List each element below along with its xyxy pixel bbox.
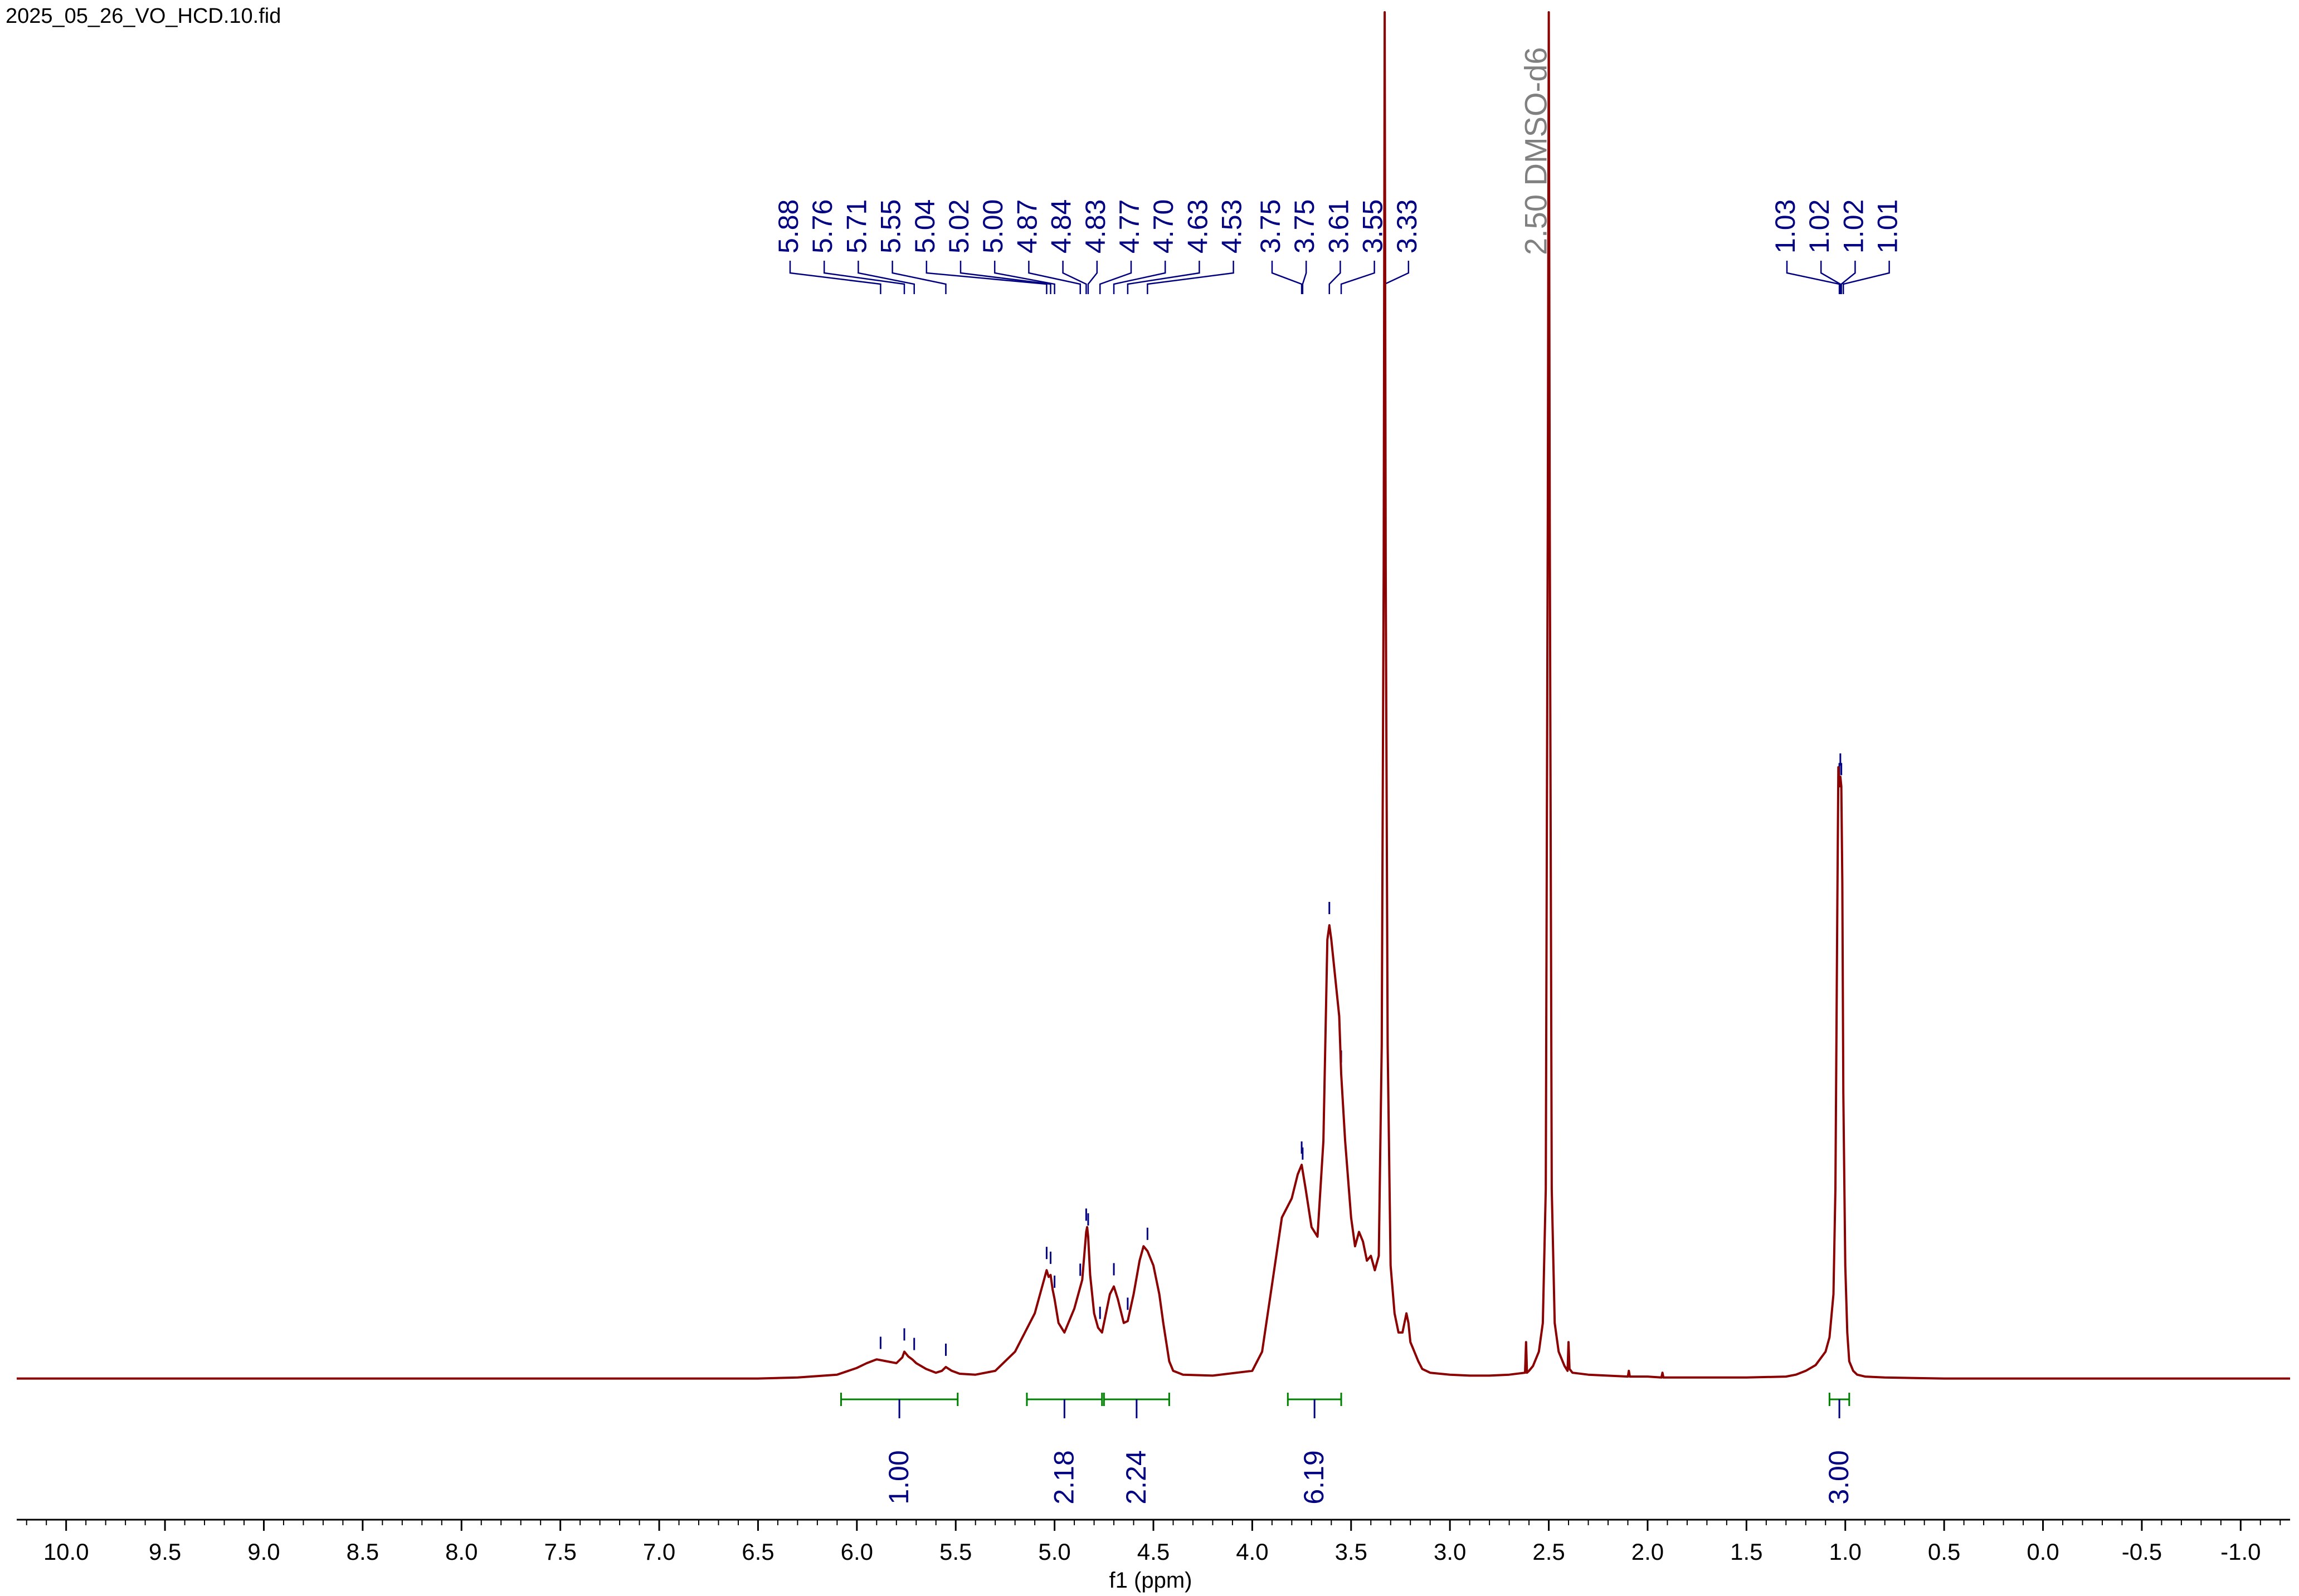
peak-connector bbox=[1113, 261, 1166, 294]
peak-label: 3.75 bbox=[1255, 199, 1286, 253]
x-axis: 10.0 9.5 9.0 8.5 8.0 7.5 7.0 6.5 6.0 5.5 5.0 4.5 4.0… bbox=[17, 1519, 2290, 1565]
peak-connector bbox=[1127, 261, 1200, 294]
x-tick-label: -1.0 bbox=[2220, 1539, 2261, 1565]
x-tick-label: 8.0 bbox=[445, 1539, 478, 1565]
x-axis-label: f1 (ppm) bbox=[1109, 1568, 1192, 1593]
peak-connector bbox=[1302, 261, 1307, 294]
peak-connector bbox=[892, 261, 947, 294]
peak-label: 5.76 bbox=[807, 199, 838, 253]
x-tick-label: 3.5 bbox=[1335, 1539, 1367, 1565]
peak-label: 4.84 bbox=[1046, 199, 1077, 253]
peak-connector bbox=[926, 261, 1048, 294]
peak-label: 4.77 bbox=[1114, 199, 1145, 253]
peak-connector bbox=[993, 261, 1055, 294]
peak-label: 3.61 bbox=[1323, 199, 1354, 253]
peak-label: 1.01 bbox=[1872, 199, 1903, 253]
x-tick-label: 9.5 bbox=[149, 1539, 181, 1565]
x-tick-label: 3.0 bbox=[1434, 1539, 1466, 1565]
peak-label: 5.55 bbox=[875, 199, 907, 253]
spectrum-trace bbox=[17, 11, 2290, 1380]
peak-label: 4.63 bbox=[1182, 199, 1213, 253]
peak-connector bbox=[1340, 261, 1375, 294]
x-tick-label: 6.0 bbox=[841, 1539, 873, 1565]
peak-label: 4.83 bbox=[1080, 199, 1111, 253]
x-tick-label: 5.0 bbox=[1038, 1539, 1070, 1565]
peak-label: 5.71 bbox=[841, 199, 872, 253]
x-tick-label: 0.0 bbox=[2027, 1539, 2059, 1565]
peak-connector bbox=[1820, 261, 1842, 294]
peak-connector bbox=[959, 261, 1051, 294]
x-tick-label: 4.5 bbox=[1137, 1539, 1170, 1565]
peak-connector bbox=[1384, 261, 1410, 294]
peak-connector bbox=[1028, 261, 1081, 294]
peak-connector bbox=[1087, 261, 1098, 294]
peak-label: 5.00 bbox=[977, 199, 1009, 253]
x-tick-label: 10.0 bbox=[43, 1539, 89, 1565]
peak-label: 1.03 bbox=[1770, 199, 1801, 253]
peak-labels: 5.88 5.76 5.71 5.55 5.04 5.02 5.00 4.87 4.84 4.83… bbox=[773, 47, 1903, 1356]
peak-connector bbox=[1786, 261, 1840, 294]
peak-connector bbox=[1842, 261, 1890, 294]
peak-label: 5.02 bbox=[943, 199, 975, 253]
x-tick-label: 7.0 bbox=[643, 1539, 675, 1565]
integral-value: 1.00 bbox=[883, 1450, 914, 1504]
x-tick-label: 7.5 bbox=[544, 1539, 576, 1565]
x-tick-label: 9.0 bbox=[247, 1539, 280, 1565]
peak-label: 4.70 bbox=[1148, 199, 1179, 253]
peak-label: 3.33 bbox=[1391, 199, 1423, 253]
peak-label: 1.02 bbox=[1838, 199, 1869, 253]
integral-value: 6.19 bbox=[1298, 1450, 1329, 1504]
x-tick-label: 6.5 bbox=[742, 1539, 774, 1565]
peak-label: 4.87 bbox=[1011, 199, 1043, 253]
file-title: 2025_05_26_VO_HCD.10.fid bbox=[6, 4, 281, 28]
peak-label: 3.55 bbox=[1357, 199, 1389, 253]
x-tick-label: -0.5 bbox=[2122, 1539, 2162, 1565]
x-tick-label: 2.5 bbox=[1532, 1539, 1565, 1565]
spectrum-line bbox=[17, 11, 2290, 1380]
peak-connector bbox=[1062, 261, 1087, 294]
peak-connector bbox=[789, 261, 881, 294]
peak-connector bbox=[1328, 261, 1341, 294]
peak-label: 3.75 bbox=[1289, 199, 1320, 253]
x-tick-label: 0.5 bbox=[1928, 1539, 1960, 1565]
integral-value: 2.24 bbox=[1121, 1450, 1152, 1504]
peak-connector bbox=[1099, 261, 1132, 294]
x-tick-label: 2.0 bbox=[1631, 1539, 1664, 1565]
peak-label: 5.88 bbox=[773, 199, 804, 253]
integral-value: 3.00 bbox=[1823, 1450, 1854, 1504]
integral-regions: 1.00 2.18 2.24 6.19 3.00 bbox=[840, 1393, 1854, 1505]
peak-connector bbox=[823, 261, 905, 294]
peak-label: 1.02 bbox=[1804, 199, 1835, 253]
peak-connector bbox=[858, 261, 915, 294]
x-tick-label: 1.0 bbox=[1829, 1539, 1862, 1565]
x-tick-label: 5.5 bbox=[939, 1539, 972, 1565]
x-tick-label: 4.0 bbox=[1236, 1539, 1268, 1565]
x-tick-label: 1.5 bbox=[1730, 1539, 1762, 1565]
peak-label: 5.04 bbox=[909, 199, 941, 253]
peak-connector bbox=[1271, 261, 1303, 294]
peak-connector bbox=[1147, 261, 1234, 294]
integral-value: 2.18 bbox=[1048, 1450, 1079, 1504]
x-tick-label: 8.5 bbox=[347, 1539, 379, 1565]
peak-label: 4.53 bbox=[1216, 199, 1248, 253]
peak-connector bbox=[1840, 261, 1856, 294]
